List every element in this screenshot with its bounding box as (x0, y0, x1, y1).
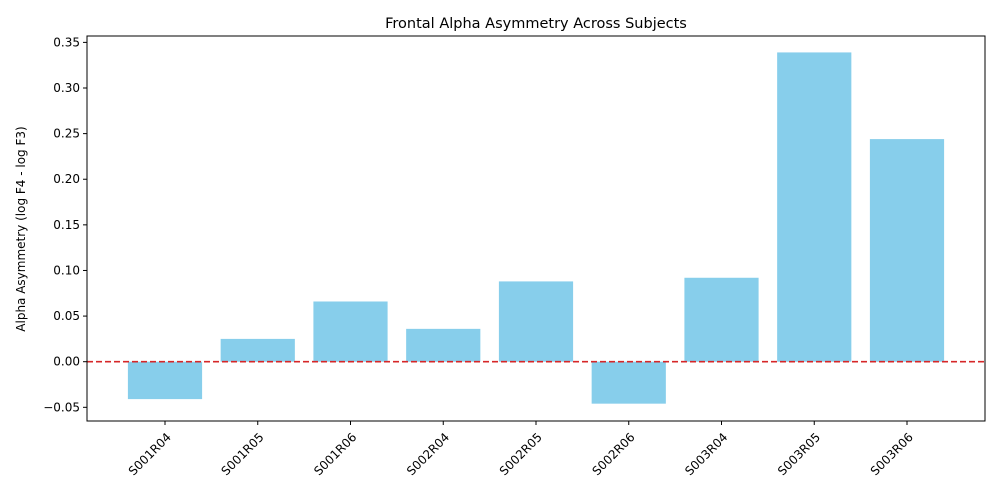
bar-S003R05 (777, 52, 852, 362)
bar-S001R04 (127, 361, 203, 400)
y-axis-title: Alpha Asymmetry (log F4 - log F3) (14, 126, 28, 331)
y-tick-label: 0.25 (53, 127, 80, 141)
plot-frame (86, 35, 986, 422)
x-tick-label: S002R05 (497, 430, 545, 478)
x-tick-label: S002R04 (404, 430, 452, 478)
y-tick-label: −0.05 (43, 400, 80, 414)
x-tick-label: S002R06 (590, 430, 638, 478)
y-axis-ticks: −0.05 0.00 0.05 0.10 0.15 0.20 0.25 0.30 0.35 (43, 35, 87, 414)
chart-title: Frontal Alpha Asymmetry Across Subjects (385, 16, 687, 32)
x-tick-label: S001R06 (311, 430, 359, 478)
y-tick-label: 0.00 (53, 355, 80, 369)
x-axis-ticks: S001R04 S001R05 S001R06 S002R04 S002R05 S002R… (126, 421, 916, 478)
bars-layer (127, 52, 945, 404)
x-tick-label: S001R04 (126, 430, 174, 478)
x-tick-label: S003R05 (775, 430, 823, 478)
y-tick-label: 0.15 (53, 218, 80, 232)
bar-S001R06 (313, 301, 388, 362)
y-tick-label: 0.35 (53, 35, 80, 49)
bar-S002R05 (498, 281, 574, 362)
bar-S001R05 (220, 338, 295, 362)
y-tick-label: 0.30 (53, 81, 80, 95)
y-tick-label: 0.20 (53, 172, 80, 186)
bar-S003R06 (869, 139, 945, 362)
x-tick-label: S003R04 (682, 430, 730, 478)
x-tick-label: S003R06 (868, 430, 916, 478)
y-tick-label: 0.10 (53, 263, 80, 277)
x-tick-label: S001R05 (219, 430, 267, 478)
bar-S002R06 (591, 361, 666, 404)
bar-S003R04 (684, 277, 759, 362)
bar-S002R04 (406, 328, 481, 362)
y-tick-label: 0.05 (53, 309, 80, 323)
